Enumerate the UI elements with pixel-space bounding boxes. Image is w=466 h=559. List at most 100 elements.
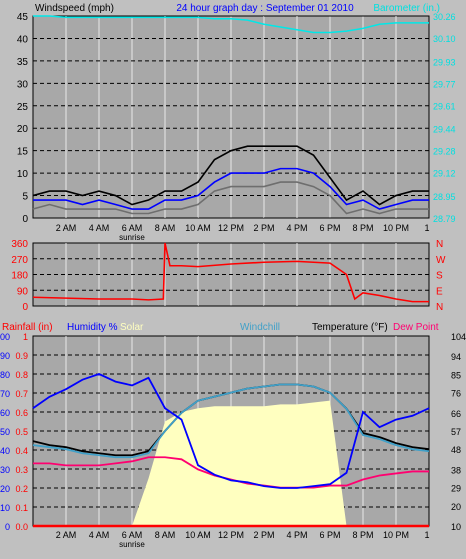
humidity-y-tick-label: 40 — [0, 446, 10, 456]
compass-tick-label: E — [436, 286, 443, 297]
direction-y-tick-label: 0 — [22, 302, 28, 313]
humidity-y-tick-label: 90 — [0, 351, 10, 361]
compass-tick-label: W — [436, 255, 446, 266]
rain-y-tick-label: 0.2 — [15, 484, 28, 494]
temperature-x-tick-label: 10 PM — [383, 530, 409, 540]
baro-y-tick-label: 30.10 — [433, 34, 456, 44]
wind-x-tick-label: 10 PM — [383, 223, 409, 233]
compass-tick-label: S — [436, 271, 443, 282]
compass-tick-label: N — [436, 302, 443, 313]
rain-y-tick-label: 0.0 — [15, 522, 28, 532]
compass-tick-label: N — [436, 239, 443, 250]
wind-y-tick-label: 10 — [17, 169, 29, 180]
direction-y-tick-label: 360 — [11, 239, 28, 250]
baro-y-tick-label: 29.61 — [433, 101, 456, 111]
wind-x-tick-label: 4 AM — [89, 223, 110, 233]
wind-y-tick-label: 35 — [17, 57, 29, 68]
series-line-windchill — [32, 383, 430, 459]
temperature-y-tick-label: 38 — [451, 465, 461, 475]
direction-y-tick-label: 90 — [17, 286, 29, 297]
barometer-axis-title: Barometer (in.) — [373, 3, 440, 14]
wind-x-tick-label: 8 AM — [155, 223, 176, 233]
baro-y-tick-label: 28.95 — [433, 192, 456, 202]
temperature-x-tick-label: 8 PM — [352, 530, 373, 540]
series-area-solar — [33, 400, 429, 526]
temperature-y-tick-label: 20 — [451, 502, 461, 512]
legend-solar: Solar — [120, 322, 144, 333]
humidity-y-tick-label: 60 — [0, 408, 10, 418]
baro-y-tick-label: 30.26 — [433, 12, 456, 22]
rain-y-tick-label: 0.4 — [15, 446, 28, 456]
wind-x-tick-label: 10 AM — [185, 223, 211, 233]
legend-rainfall: Rainfall (in) — [2, 322, 53, 333]
series-line-windspeed-max — [32, 145, 429, 206]
temperature-x-tick-label: 6 AM — [122, 530, 143, 540]
humidity-y-tick-label: 70 — [0, 389, 10, 399]
temperature-x-tick-label: 2 PM — [253, 530, 274, 540]
temperature-x-tick-label: 4 PM — [286, 530, 307, 540]
humidity-y-tick-label: 100 — [0, 332, 10, 342]
temperature-y-tick-label: 94 — [451, 352, 461, 362]
humidity-y-tick-label: 20 — [0, 484, 10, 494]
legend-temperature: Temperature (°F) — [312, 322, 388, 333]
wind-x-tick-label: 8 PM — [352, 223, 373, 233]
humidity-y-tick-label: 80 — [0, 370, 10, 380]
temperature-x-tick-label: 6 PM — [319, 530, 340, 540]
series-line-barometer — [33, 15, 429, 34]
series-line-wind-direction — [32, 242, 429, 303]
wind-x-tick-label: 4 PM — [286, 223, 307, 233]
temperature-y-tick-label: 104 — [451, 332, 466, 342]
baro-y-tick-label: 29.77 — [433, 79, 456, 89]
graph-title: 24 hour graph day : September 01 2010 — [176, 3, 354, 14]
temperature-y-tick-label: 10 — [451, 522, 461, 532]
temperature-y-tick-label: 66 — [451, 409, 461, 419]
wind-y-tick-label: 15 — [17, 147, 29, 158]
series-line-humidity — [32, 373, 430, 489]
temperature-y-tick-label: 76 — [451, 389, 461, 399]
legend-dew-point: Dew Point — [393, 322, 439, 333]
baro-y-tick-label: 29.93 — [433, 57, 456, 67]
rain-y-tick-label: 0.3 — [15, 465, 28, 475]
baro-y-tick-label: 29.12 — [433, 169, 456, 179]
wind-y-tick-label: 0 — [22, 214, 28, 225]
temperature-y-tick-label: 85 — [451, 370, 461, 380]
wind-y-tick-label: 25 — [17, 102, 29, 113]
temperature-x-tick-label: 4 AM — [89, 530, 110, 540]
sunrise-label: sunrise — [119, 540, 145, 549]
legend-humidity: Humidity % — [67, 322, 118, 333]
direction-y-tick-label: 180 — [11, 271, 28, 282]
humidity-y-tick-label: 30 — [0, 465, 10, 475]
series-line-windspeed-low — [32, 181, 429, 215]
temperature-x-tick-label: 8 AM — [155, 530, 176, 540]
rain-y-tick-label: 0.8 — [15, 370, 28, 380]
rain-y-tick-label: 0.6 — [15, 408, 28, 418]
rain-y-tick-label: 0.1 — [15, 503, 28, 513]
rain-y-tick-label: 0.9 — [15, 351, 28, 361]
temperature-x-tick-label: 10 AM — [185, 530, 211, 540]
temperature-x-end-tick: 1 — [424, 530, 429, 540]
baro-y-tick-label: 29.44 — [433, 125, 456, 135]
baro-y-tick-label: 29.28 — [433, 147, 456, 157]
temperature-x-tick-label: 12 PM — [218, 530, 244, 540]
baro-y-tick-label: 28.79 — [433, 214, 456, 224]
series-line-windspeed-avg — [33, 167, 429, 210]
rain-y-tick-label: 0.5 — [15, 427, 28, 437]
humidity-y-tick-label: 10 — [0, 503, 10, 513]
temperature-y-tick-label: 29 — [451, 484, 461, 494]
rain-y-tick-label: 1 — [23, 332, 28, 342]
wind-barometer-panel: Windspeed (mph) 24 hour graph day : Sept… — [17, 3, 456, 242]
wind-y-tick-label: 40 — [17, 34, 29, 45]
wind-x-tick-label: 6 PM — [319, 223, 340, 233]
temperature-x-tick-label: 2 AM — [56, 530, 77, 540]
sunrise-label: sunrise — [119, 233, 145, 242]
wind-y-tick-label: 20 — [17, 124, 29, 135]
wind-y-tick-label: 5 — [22, 192, 28, 203]
temperature-y-tick-label: 57 — [451, 427, 461, 437]
wind-y-tick-label: 30 — [17, 79, 29, 90]
direction-y-tick-label: 270 — [11, 255, 28, 266]
wind-x-tick-label: 2 AM — [56, 223, 77, 233]
humidity-y-tick-label: 0 — [5, 522, 10, 532]
legend-windchill: Windchill — [240, 322, 280, 333]
